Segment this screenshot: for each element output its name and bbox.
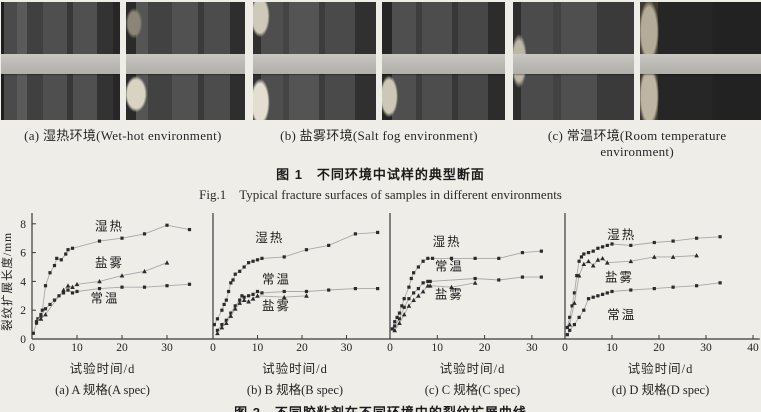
figure2-charts-row: 0 10 20 30 0 2 4 6 8 裂纹扩展长度/mm 湿热 盐雾 常温 试验时间/d (a) A… (0, 209, 761, 398)
svg-text:8: 8 (20, 219, 26, 231)
panel-caption: (c) 常温环境(Room temperature environment) (547, 128, 727, 159)
svg-text:0: 0 (29, 342, 35, 354)
figure1-panel-salt-fog: (b) 盐雾环境(Salt fog environment) (252, 2, 506, 160)
specimen-photo (252, 2, 376, 120)
chart-caption: (b) B 规格(B spec) (246, 383, 344, 397)
chart-block-c: 0 10 20 30 湿热常温盐雾 试验时间/d (c) C 规格(C spec) (385, 209, 560, 398)
svg-text:30: 30 (161, 342, 173, 354)
svg-text:盐雾: 盐雾 (605, 270, 634, 284)
specimen-photo (640, 2, 761, 120)
photo-pair (1, 2, 245, 120)
figure1-title-en: Fig.1 Typical fracture surfaces of sampl… (199, 187, 562, 202)
specimen-photo (382, 2, 506, 120)
x-axis-label: 试验时间/d (69, 362, 136, 376)
svg-text:常温: 常温 (91, 291, 120, 305)
svg-text:0: 0 (387, 342, 393, 354)
svg-text:裂纹扩展长度/mm: 裂纹扩展长度/mm (0, 232, 14, 331)
figure1-title-zh: 图 1 不同环境中试样的典型断面 (276, 167, 485, 182)
svg-text:40: 40 (747, 342, 759, 354)
adhesive-band (125, 53, 245, 74)
figure2-title-zh: 图 2 不同胶粘剂在不同环境中的裂纹扩展曲线 (0, 402, 761, 412)
specimen-photo (1, 2, 120, 120)
svg-text:盐雾: 盐雾 (95, 256, 124, 270)
chart-caption: (a) A 规格(A spec) (55, 383, 150, 397)
svg-text:6: 6 (20, 248, 26, 260)
photo-pair (252, 2, 506, 120)
svg-text:湿热: 湿热 (607, 227, 636, 242)
panel-caption: (b) 盐雾环境(Salt fog environment) (280, 128, 478, 143)
svg-text:4: 4 (20, 276, 26, 288)
figure1-photos-row: (a) 湿热环境(Wet-hot environment) (b) 盐雾环境(S… (0, 0, 761, 160)
svg-text:30: 30 (341, 342, 353, 354)
adhesive-band (1, 53, 120, 74)
svg-text:常温: 常温 (435, 260, 464, 274)
panel-caption: (a) 湿热环境(Wet-hot environment) (24, 128, 222, 143)
adhesive-band (513, 53, 635, 74)
chart-block-d: 0 10 20 30 40 湿热盐雾常温 试验时间/d (d) D 规格(D spec) (560, 209, 761, 398)
chart-caption: (d) D 规格(D spec) (611, 383, 710, 397)
svg-text:10: 10 (252, 342, 264, 354)
figure1-panel-room-temp: (c) 常温环境(Room temperature environment) (513, 2, 761, 160)
svg-text:湿热: 湿热 (255, 230, 284, 245)
x-axis-label: 试验时间/d (439, 362, 506, 376)
svg-text:湿热: 湿热 (95, 218, 124, 233)
x-axis-label: 试验时间/d (627, 362, 694, 376)
specimen-photo (513, 2, 635, 120)
svg-text:20: 20 (653, 342, 665, 354)
svg-text:常温: 常温 (262, 273, 291, 287)
svg-text:湿热: 湿热 (433, 234, 462, 249)
svg-text:20: 20 (479, 342, 491, 354)
svg-text:0: 0 (20, 334, 26, 346)
svg-text:0: 0 (562, 342, 568, 354)
photo-pair (513, 2, 761, 120)
svg-text:30: 30 (526, 342, 538, 354)
chart-block-a: 0 10 20 30 0 2 4 6 8 裂纹扩展长度/mm 湿热盐雾常温 试验时间/d (a) A… (0, 209, 205, 398)
specimen-photo (125, 2, 245, 120)
svg-text:10: 10 (606, 342, 618, 354)
figure1-panel-wet-hot: (a) 湿热环境(Wet-hot environment) (1, 2, 245, 160)
chart-caption: (c) C 规格(C spec) (424, 383, 521, 397)
adhesive-band (382, 53, 506, 74)
svg-text:常温: 常温 (607, 308, 636, 322)
svg-text:20: 20 (296, 342, 308, 354)
svg-text:2: 2 (20, 305, 26, 317)
adhesive-band (252, 53, 376, 74)
adhesive-band (640, 53, 761, 74)
chart-block-b: 0 10 20 30 湿热常温盐雾 试验时间/d (b) B 规格(B spec) (205, 209, 385, 398)
svg-text:盐雾: 盐雾 (435, 288, 464, 302)
svg-text:盐雾: 盐雾 (262, 299, 291, 313)
svg-text:10: 10 (432, 342, 444, 354)
svg-text:10: 10 (71, 342, 83, 354)
svg-text:0: 0 (210, 342, 216, 354)
svg-text:30: 30 (700, 342, 712, 354)
svg-text:20: 20 (116, 342, 128, 354)
x-axis-label: 试验时间/d (262, 362, 328, 376)
